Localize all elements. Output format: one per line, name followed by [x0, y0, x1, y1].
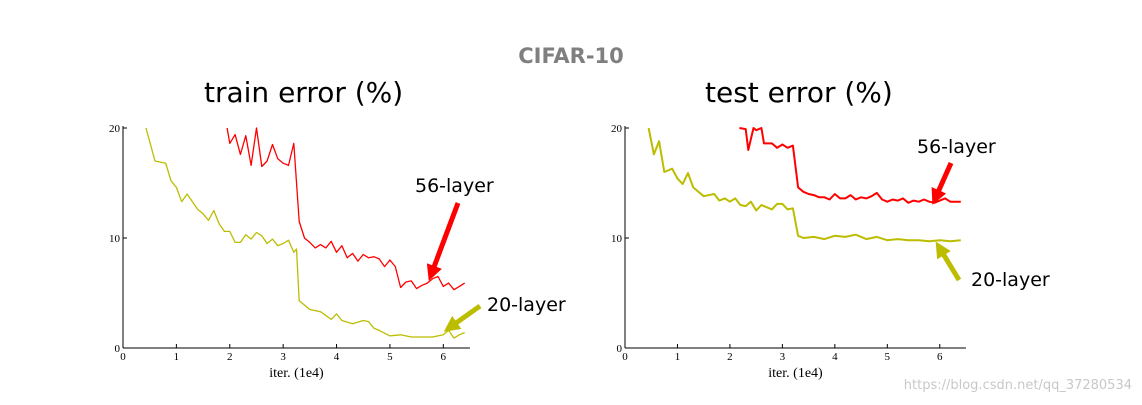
annotation-label-20-layer: 20-layer — [487, 294, 566, 316]
train-error-title: train error (%) — [204, 76, 404, 109]
x-tick-label: 4 — [334, 351, 340, 363]
x-tick-label: 3 — [780, 351, 786, 363]
annotation-arrow-56-layer — [426, 202, 461, 281]
y-tick-label: 0 — [617, 343, 623, 355]
watermark: https://blog.csdn.net/qq_37280534 — [903, 378, 1132, 393]
x-tick-label: 1 — [174, 351, 180, 363]
y-tick-label: 20 — [611, 123, 623, 135]
figure-title: CIFAR-10 — [518, 44, 624, 68]
x-tick-label: 2 — [227, 351, 233, 363]
x-tick-label: 1 — [675, 351, 681, 363]
test-error-chart: 0 1 2 3 4 5 6 0 10 20 iter. (1e4) 56-layer 20-layer — [611, 123, 1050, 381]
x-tick-label: 5 — [387, 351, 393, 363]
x-axis-label: iter. (1e4) — [269, 366, 324, 381]
series-line-56-layer — [739, 127, 961, 204]
x-tick-label: 3 — [280, 351, 286, 363]
annotation-label-20-layer: 20-layer — [971, 269, 1050, 291]
x-tick-label: 6 — [441, 351, 447, 363]
x-tick-label: 0 — [120, 351, 126, 363]
series-line-56-layer — [226, 127, 466, 291]
x-axis-label: iter. (1e4) — [768, 366, 823, 381]
test-error-title: test error (%) — [705, 76, 893, 109]
y-tick-label: 20 — [109, 123, 121, 135]
series-line-20-layer — [647, 127, 961, 243]
y-tick-label: 10 — [611, 233, 623, 245]
x-tick-label: 4 — [832, 351, 838, 363]
y-tick-label: 10 — [109, 233, 121, 245]
series-line-20-layer — [145, 127, 465, 339]
x-tick-label: 0 — [622, 351, 628, 363]
x-tick-label: 6 — [937, 351, 943, 363]
annotation-label-56-layer: 56-layer — [415, 175, 494, 197]
annotation-label-56-layer: 56-layer — [917, 136, 996, 158]
annotation-arrow-20-layer — [443, 303, 482, 332]
x-tick-label: 2 — [727, 351, 733, 363]
annotation-arrow-20-layer — [935, 241, 962, 282]
x-tick-label: 5 — [885, 351, 891, 363]
train-error-chart: 0 1 2 3 4 5 6 0 10 20 iter. (1e4) 56-layer 20-layer — [109, 123, 566, 381]
y-tick-label: 0 — [115, 343, 121, 355]
annotation-arrow-56-layer — [931, 161, 954, 205]
